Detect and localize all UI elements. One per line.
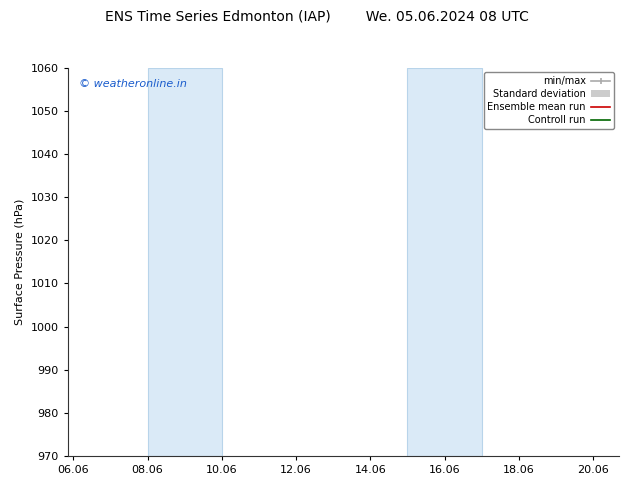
- Text: ENS Time Series Edmonton (IAP)        We. 05.06.2024 08 UTC: ENS Time Series Edmonton (IAP) We. 05.06…: [105, 10, 529, 24]
- Legend: min/max, Standard deviation, Ensemble mean run, Controll run: min/max, Standard deviation, Ensemble me…: [484, 73, 614, 129]
- Bar: [148, 68, 222, 456]
- Text: © weatheronline.in: © weatheronline.in: [79, 79, 186, 89]
- Bar: [408, 68, 482, 456]
- Y-axis label: Surface Pressure (hPa): Surface Pressure (hPa): [15, 198, 25, 325]
